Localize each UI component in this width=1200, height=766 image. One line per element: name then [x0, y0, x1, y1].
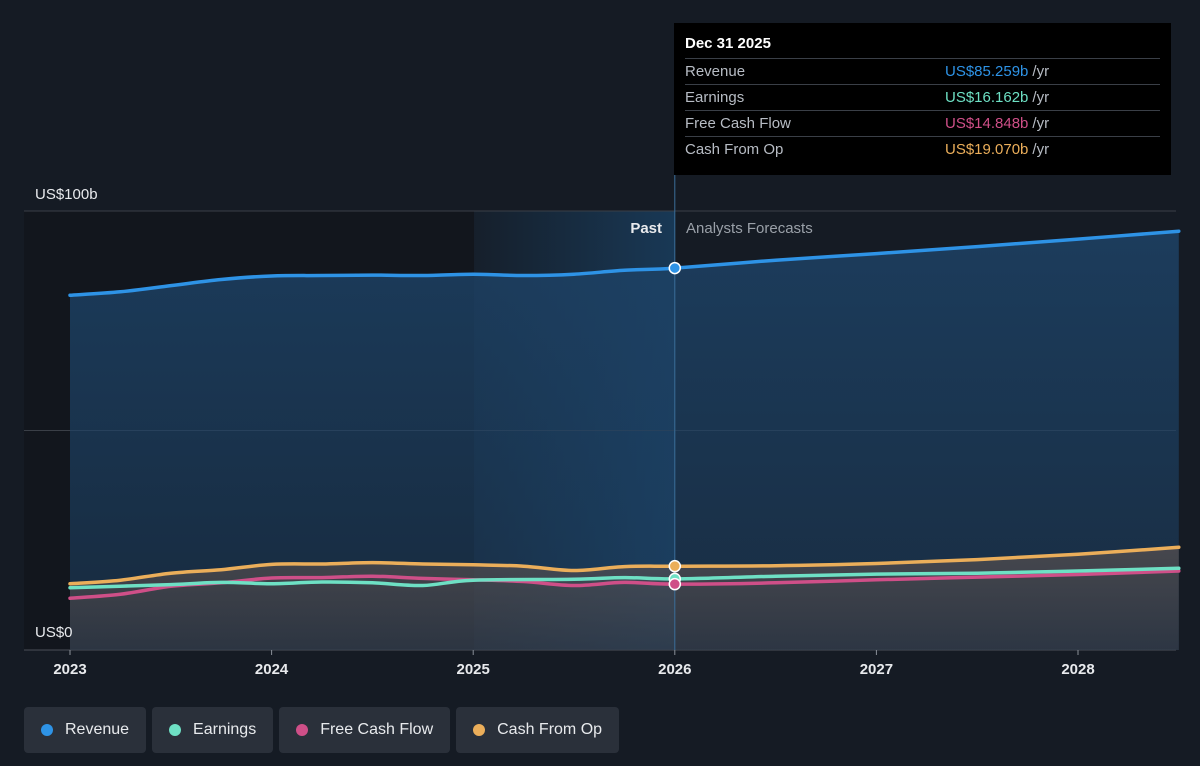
tooltip-unit: /yr — [1032, 141, 1050, 158]
tooltip-value: US$19.070b — [945, 141, 1029, 158]
tooltip-row-free-cash-flow: Free Cash Flow US$14.848b /yr — [685, 110, 1160, 136]
legend-dot-icon — [296, 724, 309, 736]
tooltip: Dec 31 2025 Revenue US$85.259b /yr Earni… — [674, 23, 1171, 175]
x-tick-label: 2027 — [860, 661, 893, 678]
legend-label: Free Cash Flow — [320, 721, 434, 738]
legend-dot-icon — [41, 724, 53, 736]
legend-dot-icon — [473, 724, 486, 736]
tooltip-row-cash-from-op: Cash From Op US$19.070b /yr — [685, 136, 1160, 162]
hover-markers — [668, 261, 682, 591]
legend-label: Cash From Op — [497, 721, 603, 738]
legend-item-free-cash-flow[interactable]: Free Cash Flow — [279, 707, 451, 753]
free-cash-flow-marker — [668, 577, 682, 591]
legend: Revenue Earnings Free Cash Flow Cash Fro… — [24, 707, 620, 753]
x-tick-label: 2025 — [457, 661, 490, 678]
y-axis-label-top: US$100b — [35, 186, 98, 203]
cash-from-op-line — [68, 545, 1181, 586]
legend-item-revenue[interactable]: Revenue — [24, 707, 147, 753]
earnings-line — [68, 566, 1181, 590]
tooltip-unit: /yr — [1032, 89, 1050, 106]
legend-label: Earnings — [193, 721, 257, 738]
tooltip-date: Dec 31 2025 — [685, 35, 771, 52]
tooltip-row-earnings: Earnings US$16.162b /yr — [685, 84, 1160, 110]
revenue-line — [68, 229, 1181, 298]
legend-dot-icon — [169, 724, 182, 736]
x-tick-label: 2024 — [255, 661, 289, 678]
tooltip-unit: /yr — [1032, 63, 1050, 80]
x-axis-ticks: 2023 2024 2025 2026 2027 2028 — [53, 650, 1095, 678]
x-tick-label: 2028 — [1061, 661, 1094, 678]
x-tick-label: 2023 — [53, 661, 86, 678]
tooltip-unit: /yr — [1032, 115, 1050, 132]
tooltip-value: US$85.259b — [945, 63, 1029, 80]
tooltip-label: Earnings — [685, 89, 745, 106]
tooltip-value: US$16.162b — [945, 89, 1029, 106]
tooltip-value: US$14.848b — [945, 115, 1029, 132]
legend-item-earnings[interactable]: Earnings — [152, 707, 274, 753]
tooltip-label: Cash From Op — [685, 141, 784, 158]
x-tick-label: 2026 — [658, 661, 691, 678]
series-areas — [70, 231, 1179, 650]
y-axis-label-bottom: US$0 — [35, 624, 73, 641]
revenue-marker — [668, 261, 682, 275]
forecast-label: Analysts Forecasts — [686, 220, 813, 237]
legend-label: Revenue — [65, 721, 130, 738]
revenue-area — [70, 231, 1179, 650]
tooltip-label: Revenue — [685, 63, 746, 80]
legend-item-cash-from-op[interactable]: Cash From Op — [456, 707, 620, 753]
tooltip-label: Free Cash Flow — [685, 115, 791, 132]
series-lines — [68, 229, 1181, 600]
cash-from-op-marker — [668, 559, 682, 573]
past-label: Past — [630, 220, 662, 237]
tooltip-row-revenue: Revenue US$85.259b /yr — [685, 58, 1160, 84]
